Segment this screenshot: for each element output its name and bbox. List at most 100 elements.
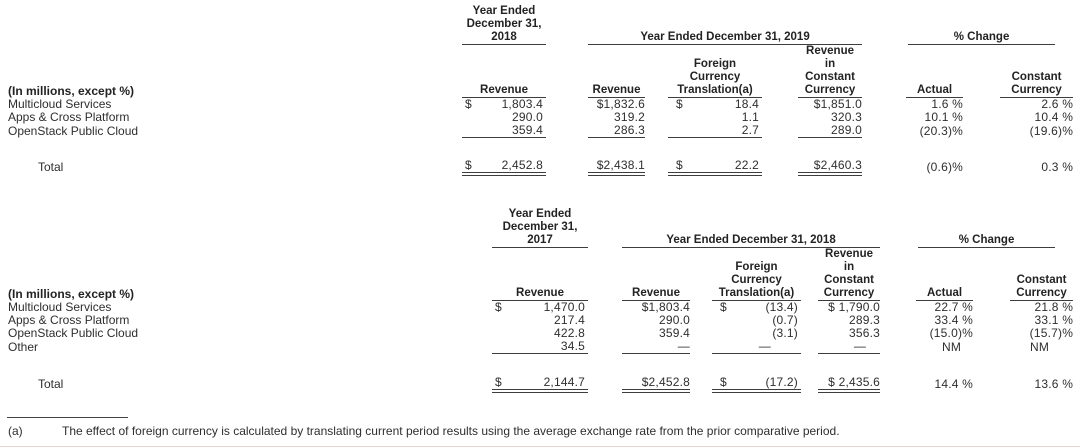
cell-fx-translation-total: $ (17.2) — [712, 375, 801, 393]
value: (17.2) — [765, 375, 798, 389]
gap — [690, 376, 712, 391]
value: (3.1) — [772, 326, 798, 340]
dollar-sign: $ — [495, 375, 502, 389]
prior-period-line: December 31, — [502, 221, 578, 233]
cell-revenue: 290.0 — [658, 313, 690, 327]
gap — [0, 208, 492, 248]
gap — [690, 340, 712, 354]
gap — [1073, 208, 1080, 248]
cell-revenue-total: $2,438.1 — [588, 159, 645, 176]
gap — [963, 98, 1000, 112]
scan-artifact-line — [0, 446, 1080, 447]
value: 1.1 — [741, 110, 759, 124]
cell-constant-pct: 2.6 % — [1041, 97, 1074, 111]
cell-revenue: $1,832.6 — [596, 97, 645, 111]
cell-constant-currency-total: $2,460.3 — [798, 159, 863, 176]
cell-constant-pct: NM — [1030, 339, 1050, 354]
header-line: Foreign — [693, 58, 737, 70]
prior-period-header: Year Ended December 31, 2017 — [492, 208, 588, 248]
cell-fx-translation: $ (13.4) — [712, 301, 801, 315]
gap — [0, 138, 1080, 160]
gap — [762, 111, 798, 124]
gap — [801, 301, 818, 315]
cell-actual-pct: (20.3)% — [919, 123, 964, 138]
cell-prior-revenue-total: $2,452.8 — [462, 158, 546, 176]
gap — [973, 340, 1010, 354]
value: 217.4 — [553, 313, 585, 327]
column-header-constant-currency-revenue: Revenue in Constant Currency — [798, 44, 863, 98]
cell-constant-pct: 10.4 % — [1034, 110, 1074, 124]
gap — [588, 340, 622, 354]
cell-prior-revenue: 359.4 — [462, 124, 546, 138]
total-row: Total $2,452.8 $2,438.1 $22.2 $2,460.3 (… — [0, 158, 1080, 176]
header-line: Currency — [689, 71, 741, 83]
column-header-row: (In millions, except %) Revenue Revenue … — [0, 44, 1080, 98]
gap — [963, 159, 1000, 174]
cell-fx-translation: 2.7 — [668, 124, 762, 138]
gap — [973, 314, 1010, 327]
gap — [963, 45, 1000, 98]
gap — [973, 248, 1010, 301]
cell-fx-translation-total: $22.2 — [668, 159, 762, 176]
gap — [588, 208, 622, 248]
column-header-row: (In millions, except %) Revenue Revenue … — [0, 247, 1080, 301]
cell-revenue-total: $2,452.8 — [622, 376, 690, 393]
value: 34.5 — [560, 339, 585, 353]
table-row: Multicloud Services $1,803.4 $1,832.6 $1… — [0, 98, 1080, 112]
column-header-constant-currency-pct: Constant Currency — [1010, 247, 1074, 301]
header-line: Constant — [1016, 274, 1067, 286]
cell-revenue: — — [622, 340, 690, 354]
gap — [973, 376, 1010, 391]
group-header-row: Year Ended December 31, 2017 Year Ended … — [0, 208, 1080, 248]
gap — [1073, 327, 1080, 340]
row-label: Other — [8, 339, 39, 354]
gap — [690, 314, 712, 327]
gap — [588, 248, 622, 301]
gap — [862, 124, 906, 138]
row-label: OpenStack Public Cloud — [8, 326, 139, 340]
pct-change-group-header: % Change — [906, 5, 1073, 45]
spacer-row — [0, 354, 1080, 377]
row-label: Multicloud Services — [8, 300, 112, 314]
cell-revenue: 286.3 — [588, 124, 645, 138]
gap — [862, 111, 906, 124]
cell-actual-pct-total: 14.4 % — [934, 377, 974, 391]
cell-actual-pct: (15.0)% — [929, 326, 974, 340]
header-line: Translation(a) — [677, 84, 753, 96]
dollar-sign: $ — [495, 300, 502, 314]
gap — [588, 314, 622, 327]
gap — [645, 124, 668, 138]
cell-constant-currency: 289.0 — [798, 124, 863, 138]
row-label: Apps & Cross Platform — [8, 313, 130, 327]
dollar-sign: $ — [465, 158, 472, 172]
prior-period-line: Year Ended — [472, 5, 536, 17]
gap — [645, 159, 668, 174]
prior-period-line: 2018 — [491, 31, 517, 43]
gap — [862, 5, 906, 45]
cell-prior-revenue: $1,803.4 — [462, 98, 546, 112]
gap — [1073, 124, 1080, 138]
value: 1,470.0 — [543, 300, 585, 314]
column-header-fx-translation: Foreign Currency Translation(a) — [668, 44, 762, 98]
cell-prior-revenue: 422.8 — [492, 327, 588, 340]
cell-constant-pct: (19.6)% — [1029, 123, 1074, 138]
gap — [1073, 159, 1080, 174]
spacer-row — [0, 138, 1080, 160]
cell-constant-currency: $ 1,790.0 — [828, 300, 881, 314]
gap — [645, 98, 668, 112]
cell-actual-pct-total: (0.6)% — [926, 160, 964, 174]
cell-prior-revenue-total: $2,144.7 — [492, 375, 588, 393]
gap — [880, 208, 916, 248]
gap — [588, 376, 622, 391]
cell-constant-pct-total: 13.6 % — [1034, 377, 1074, 391]
header-line: Currency — [804, 84, 856, 96]
header-line: Translation(a) — [718, 287, 795, 299]
prior-period-line: Year Ended — [508, 208, 572, 220]
gap — [880, 248, 916, 301]
cell-constant-pct: 21.8 % — [1034, 300, 1074, 314]
gap — [801, 376, 818, 391]
cell-revenue: 319.2 — [613, 110, 645, 124]
column-header-revenue: Revenue — [622, 247, 690, 301]
cell-constant-currency: — — [818, 340, 881, 354]
table-row: Other 34.5 — — — NM NM — [0, 340, 1080, 354]
